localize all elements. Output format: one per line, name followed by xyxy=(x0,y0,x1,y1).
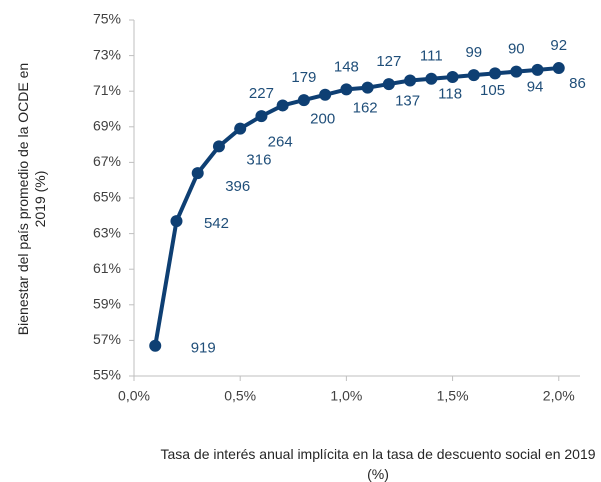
point-label: 148 xyxy=(334,58,359,75)
point-label: 396 xyxy=(225,178,250,195)
x-tick-label: 1,5% xyxy=(437,388,469,404)
point-label: 200 xyxy=(310,110,335,127)
point-label: 90 xyxy=(508,41,525,58)
point-label: 137 xyxy=(395,93,420,110)
point-label: 94 xyxy=(527,78,544,95)
x-tick-label: 1,0% xyxy=(330,388,362,404)
point xyxy=(170,215,183,228)
point-label: 111 xyxy=(420,48,443,65)
point xyxy=(510,65,523,78)
y-tick-label: 61% xyxy=(93,260,121,276)
point-label: 542 xyxy=(204,215,229,232)
point-label: 179 xyxy=(291,69,316,86)
point xyxy=(340,83,353,96)
point xyxy=(361,81,374,94)
point-label: 127 xyxy=(376,53,401,70)
point xyxy=(404,74,417,87)
point-label: 118 xyxy=(438,85,462,102)
x-tick-label: 0,0% xyxy=(118,388,150,404)
y-tick-label: 73% xyxy=(93,46,121,62)
y-tick-label: 55% xyxy=(93,367,121,383)
point-label: 92 xyxy=(550,37,567,54)
point-label: 162 xyxy=(353,100,378,117)
y-axis-title: Bienestar del país promedio de la OCDE e… xyxy=(15,62,48,336)
point xyxy=(255,110,268,123)
point-label: 919 xyxy=(191,340,216,357)
point-label: 316 xyxy=(246,151,271,168)
y-axis-title-box: Bienestar del país promedio de la OCDE e… xyxy=(15,0,49,399)
point-label: 227 xyxy=(249,85,274,102)
point xyxy=(552,62,565,75)
y-tick-label: 65% xyxy=(93,189,121,205)
point xyxy=(234,122,247,135)
y-tick-label: 67% xyxy=(93,153,121,169)
point-label: 264 xyxy=(268,134,293,151)
y-tick-label: 71% xyxy=(93,82,121,98)
point xyxy=(212,140,225,153)
y-tick-label: 69% xyxy=(93,118,121,134)
y-tick-label: 59% xyxy=(93,296,121,312)
point-label: 99 xyxy=(465,44,482,61)
x-axis-title: Tasa de interés anual implícita en la ta… xyxy=(160,446,596,482)
y-tick-label: 57% xyxy=(93,331,121,347)
point xyxy=(276,99,289,112)
point xyxy=(297,94,310,107)
point-label: 105 xyxy=(480,82,505,99)
point xyxy=(319,88,332,101)
x-tick-label: 0,5% xyxy=(224,388,256,404)
y-tick-label: 63% xyxy=(93,224,121,240)
point xyxy=(149,339,162,352)
point xyxy=(382,78,395,91)
point xyxy=(489,67,502,80)
x-tick-label: 2,0% xyxy=(543,388,575,404)
point-label: 86 xyxy=(569,75,586,92)
point xyxy=(191,167,204,180)
point xyxy=(467,69,480,82)
point xyxy=(425,72,438,85)
y-tick-label: 75% xyxy=(93,11,121,27)
point xyxy=(446,70,459,83)
point xyxy=(531,63,544,76)
